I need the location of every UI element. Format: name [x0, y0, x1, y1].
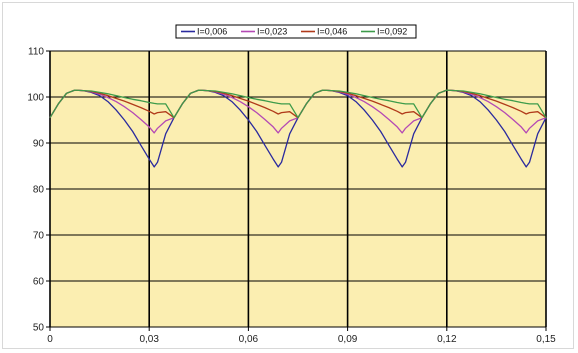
- legend-box: [175, 24, 417, 39]
- x-tick-label: 0,09: [338, 334, 358, 345]
- series-lines: [49, 89, 547, 168]
- y-tick-label: 80: [33, 185, 45, 196]
- legend-label: I=0,092: [377, 27, 407, 37]
- legend-label: I=0,046: [317, 27, 347, 37]
- legend-label: I=0,023: [257, 27, 287, 37]
- x-axis-ticks: 0 0,03 0,06 0,09 0,12 0,15: [47, 327, 556, 345]
- x-tick-label: 0,03: [139, 334, 159, 345]
- x-tick-label: 0,12: [437, 334, 457, 345]
- y-tick-label: 70: [33, 231, 45, 242]
- legend-label: I=0,006: [197, 27, 227, 37]
- y-tick-label: 50: [33, 323, 45, 334]
- y-tick-label: 60: [33, 277, 45, 288]
- y-tick-label: 110: [28, 47, 44, 58]
- y-axis-ticks: 50 60 70 80 90 100 110: [27, 47, 50, 334]
- series-line-4: [49, 89, 547, 119]
- x-tick-label: 0: [47, 334, 53, 345]
- legend: I=0,006 I=0,023 I=0,046 I=0,092: [175, 24, 417, 39]
- x-tick-label: 0,15: [536, 334, 556, 345]
- x-tick-label: 0,06: [239, 334, 259, 345]
- y-tick-label: 90: [33, 139, 45, 150]
- y-tick-label: 100: [27, 93, 44, 104]
